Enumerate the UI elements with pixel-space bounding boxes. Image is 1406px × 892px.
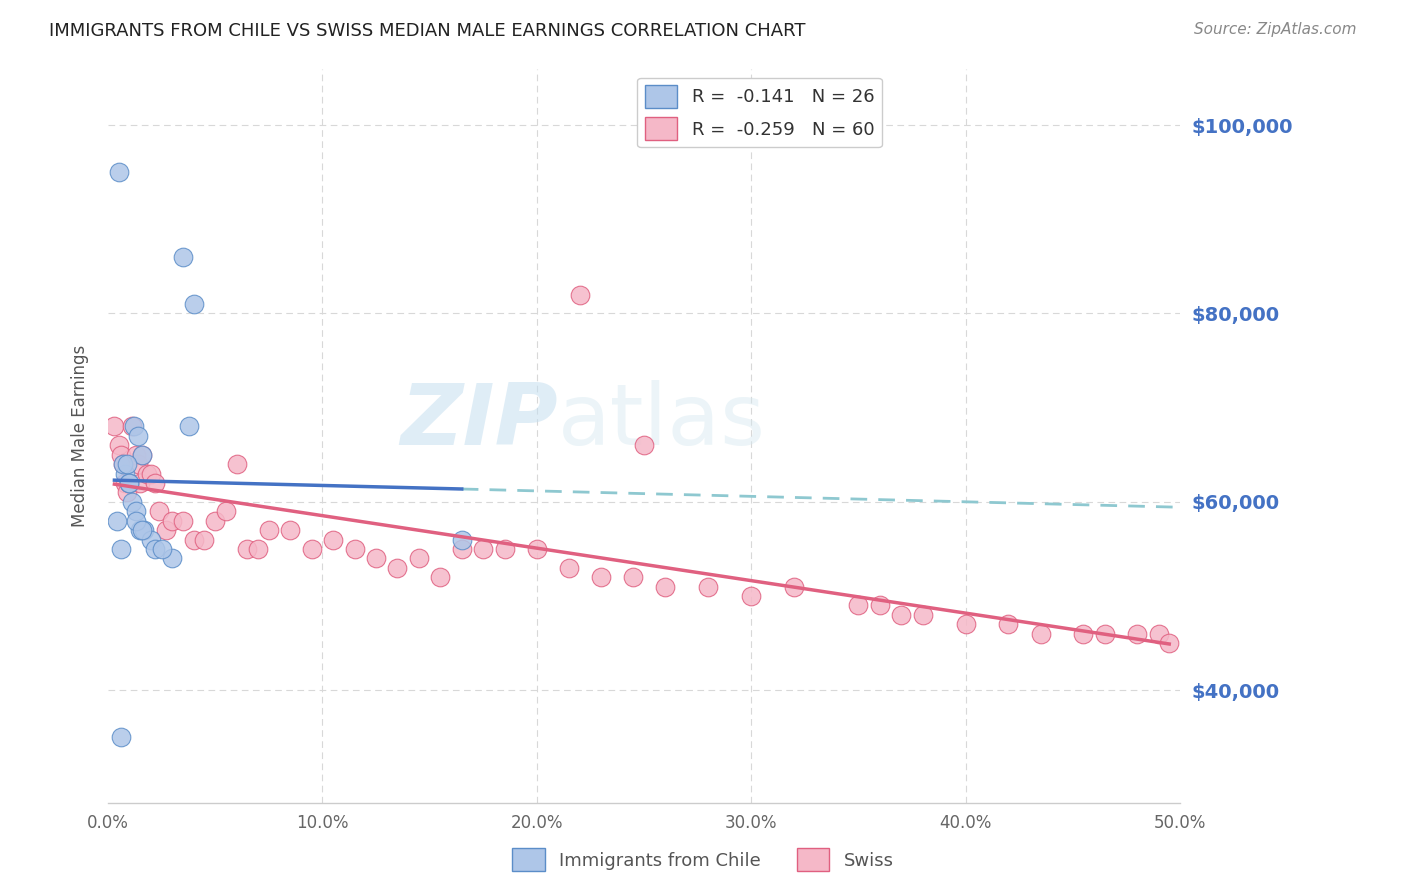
Point — [183, 297, 205, 311]
Point — [139, 467, 162, 481]
Legend: Immigrants from Chile, Swiss: Immigrants from Chile, Swiss — [505, 841, 901, 879]
Point — [105, 514, 128, 528]
Point — [143, 541, 166, 556]
Point — [183, 533, 205, 547]
Point — [110, 448, 132, 462]
Point — [494, 541, 516, 556]
Point — [1029, 626, 1052, 640]
Point — [143, 475, 166, 490]
Point — [591, 570, 613, 584]
Point — [172, 514, 194, 528]
Point — [278, 523, 301, 537]
Point — [150, 541, 173, 556]
Point — [783, 580, 806, 594]
Point — [697, 580, 720, 594]
Text: IMMIGRANTS FROM CHILE VS SWISS MEDIAN MALE EARNINGS CORRELATION CHART: IMMIGRANTS FROM CHILE VS SWISS MEDIAN MA… — [49, 22, 806, 40]
Point — [107, 438, 129, 452]
Point — [148, 504, 170, 518]
Point — [257, 523, 280, 537]
Point — [1159, 636, 1181, 650]
Point — [162, 514, 184, 528]
Point — [114, 467, 136, 481]
Point — [111, 457, 134, 471]
Point — [955, 617, 977, 632]
Point — [215, 504, 238, 518]
Point — [633, 438, 655, 452]
Point — [1073, 626, 1095, 640]
Point — [122, 419, 145, 434]
Point — [155, 523, 177, 537]
Text: ZIP: ZIP — [401, 380, 558, 463]
Point — [193, 533, 215, 547]
Point — [1094, 626, 1116, 640]
Point — [125, 448, 148, 462]
Point — [139, 533, 162, 547]
Point — [125, 514, 148, 528]
Point — [118, 475, 141, 490]
Point — [301, 541, 323, 556]
Point — [225, 457, 247, 471]
Point — [387, 561, 409, 575]
Point — [107, 165, 129, 179]
Point — [129, 475, 152, 490]
Point — [127, 457, 149, 471]
Point — [129, 523, 152, 537]
Point — [429, 570, 451, 584]
Point — [450, 541, 472, 556]
Point — [911, 607, 934, 622]
Point — [890, 607, 912, 622]
Point — [568, 287, 591, 301]
Point — [125, 504, 148, 518]
Point — [654, 580, 676, 594]
Point — [247, 541, 270, 556]
Point — [162, 551, 184, 566]
Point — [111, 457, 134, 471]
Point — [131, 448, 153, 462]
Point — [110, 731, 132, 745]
Point — [118, 475, 141, 490]
Point — [204, 514, 226, 528]
Point — [740, 589, 762, 603]
Point — [117, 457, 139, 471]
Point — [121, 495, 143, 509]
Point — [526, 541, 548, 556]
Point — [117, 485, 139, 500]
Point — [131, 448, 153, 462]
Point — [121, 419, 143, 434]
Point — [135, 467, 157, 481]
Point — [1147, 626, 1170, 640]
Legend: R =  -0.141   N = 26, R =  -0.259   N = 60: R = -0.141 N = 26, R = -0.259 N = 60 — [637, 78, 882, 147]
Y-axis label: Median Male Earnings: Median Male Earnings — [72, 345, 89, 527]
Point — [1126, 626, 1149, 640]
Point — [131, 523, 153, 537]
Point — [103, 419, 125, 434]
Point — [558, 561, 581, 575]
Point — [110, 541, 132, 556]
Point — [869, 599, 891, 613]
Point — [364, 551, 387, 566]
Point — [621, 570, 644, 584]
Text: Source: ZipAtlas.com: Source: ZipAtlas.com — [1194, 22, 1357, 37]
Point — [408, 551, 430, 566]
Point — [450, 533, 472, 547]
Point — [118, 475, 141, 490]
Point — [114, 475, 136, 490]
Point — [172, 250, 194, 264]
Point — [236, 541, 259, 556]
Point — [848, 599, 870, 613]
Point — [343, 541, 366, 556]
Point — [134, 523, 156, 537]
Point — [179, 419, 201, 434]
Point — [322, 533, 344, 547]
Text: atlas: atlas — [558, 380, 766, 463]
Point — [127, 429, 149, 443]
Point — [472, 541, 495, 556]
Point — [997, 617, 1019, 632]
